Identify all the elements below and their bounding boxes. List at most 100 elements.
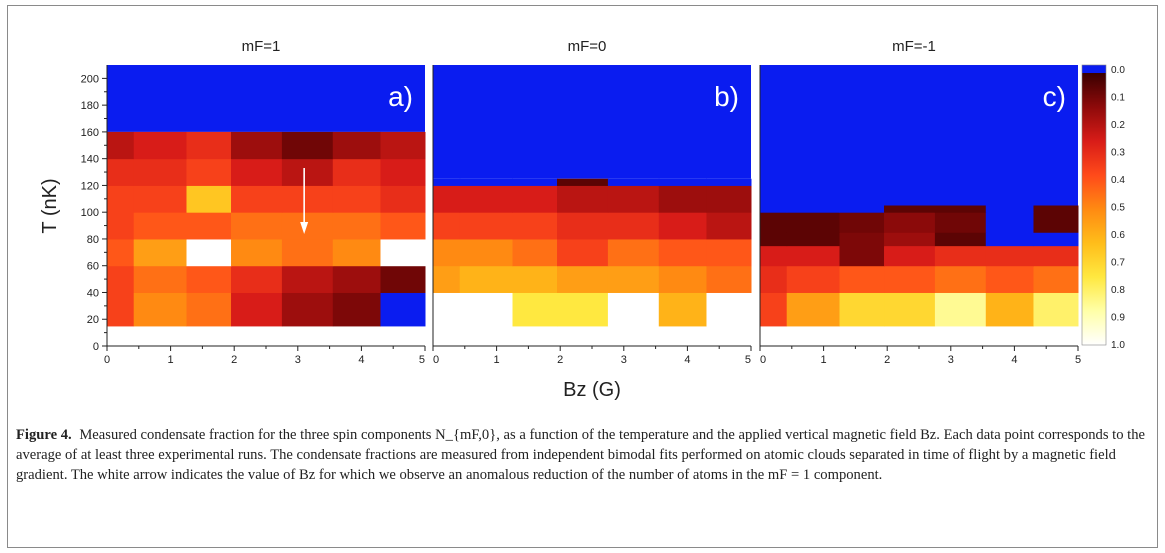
x-tick-label: 5 [419,354,425,366]
heatmap-cell [786,212,840,233]
heatmap-cell [186,212,232,240]
heatmap-cell [107,131,135,160]
heatmap-cell [985,232,1034,247]
heatmap-cell [332,131,381,160]
x-tick-label: 4 [684,354,690,366]
x-tick-label: 5 [745,354,751,366]
heatmap-cell [380,212,426,240]
colorbar-tick-label: 0.9 [1111,313,1125,324]
heatmap-cell [760,292,788,327]
heatmap-cell [133,158,187,186]
heatmap-cell [1033,292,1079,327]
heatmap-cell [186,131,232,160]
heatmap-cell [380,185,426,213]
heatmap-cell [186,185,232,213]
heatmap-cell [760,212,788,233]
heatmap-cell [133,131,187,160]
heatmap-cell [107,265,135,293]
colorbar-tick-label: 0.4 [1111,175,1125,186]
heatmap-cell [186,238,232,267]
heatmap-cell [884,292,936,327]
heatmap-cell [459,265,513,293]
panel-label: b) [714,81,739,112]
x-tick-label: 1 [821,354,827,366]
colorbar-tick-label: 1.0 [1111,340,1125,351]
heatmap-cell [760,245,788,267]
empty-region [433,65,751,179]
x-tick-label: 1 [168,354,174,366]
x-tick-label: 4 [358,354,364,366]
heatmap-cell [985,265,1034,293]
colorbar: 0.0 0.1 0.2 0.3 0.4 0.5 0.6 0.7 0.8 0.9 1.0 [1081,64,1125,351]
heatmap-cell [459,212,513,240]
x-tick-label: 0 [760,354,766,366]
panel-label: c) [1043,81,1066,112]
heatmap-cell [706,185,752,213]
heatmap-cell [512,178,558,186]
heatmap-cell [459,178,513,186]
y-tick-label: 100 [81,207,99,219]
panel-1: 0 1 2 3 4 5 0 20 40 60 80 100 120 140 160 180 200 mF=1 a) T… [39,38,426,366]
caption-label: Figure 4. [16,427,72,443]
heatmap-cell [459,238,513,267]
heatmap-cell [786,245,840,267]
colorbar-low-swatch [1082,65,1106,73]
heatmap-cell [760,265,788,293]
heatmap-cell [607,265,660,293]
heatmap-cell [231,158,283,186]
heatmap-cell [607,292,660,327]
heatmap-cell [231,212,283,240]
colorbar-tick-label: 0.7 [1111,258,1125,269]
panel-title: mF=1 [242,38,281,55]
heatmap-cell [107,158,135,186]
heatmap-cell [658,212,707,240]
heatmap-cell [934,232,987,247]
heatmap-cell [985,205,1034,213]
panel-2: 0 1 2 3 4 5 mF=0 b) [432,38,752,366]
heatmap-cell [332,265,381,293]
x-tick-label: 1 [494,354,500,366]
heatmap-cell [658,185,707,213]
heatmap-cell [512,265,558,293]
heatmap-cell [934,245,987,267]
y-axis-label: T (nK) [39,178,61,233]
panel-3: 0 1 2 3 4 5 mF=-1 c) [759,38,1081,366]
white-arrow [300,168,309,234]
heatmap-cell [433,178,461,186]
heatmap-cell [186,265,232,293]
heatmap-cell [133,292,187,327]
heatmap-cell [706,292,752,327]
colorbar-tick-label: 0.8 [1111,285,1125,296]
x-tick-label: 3 [295,354,301,366]
heatmap-cell [557,185,609,213]
heatmap-cell [760,205,788,213]
x-tick-label: 0 [104,354,110,366]
heatmap-cell [557,265,609,293]
colorbar-tick-label: 0.5 [1111,203,1125,214]
heatmap-cell [706,178,752,186]
x-axis-label: Bz (G) [563,379,621,401]
heatmap-cell [433,292,461,327]
heatmap-cell [706,238,752,267]
heatmap-cell [231,131,283,160]
colorbar-tick-label: 0.3 [1111,148,1125,159]
heatmap-cell [281,158,334,186]
heatmap-cell [839,245,885,267]
heatmap-cell [658,265,707,293]
heatmap-cell [839,212,885,233]
x-tick-label: 0 [433,354,439,366]
heatmap-cell [557,178,609,186]
colorbar-tick-label: 0.6 [1111,230,1125,241]
heatmap-cell [786,232,840,247]
x-tick-label: 2 [557,354,563,366]
heatmap-cell [186,158,232,186]
colorbar-ramp [1082,73,1106,345]
colorbar-tick-label: 0.1 [1111,93,1125,104]
figure-chart: 0 1 2 3 4 5020406080100120140160180200mF=1a)T… [39,38,1125,401]
colorbar-border [1081,64,1107,346]
arrow-head [300,222,309,234]
x-tick-label: 3 [621,354,627,366]
y-tick-label: 140 [81,154,99,166]
heatmap-cell [786,205,840,213]
heatmap-cell [658,238,707,267]
